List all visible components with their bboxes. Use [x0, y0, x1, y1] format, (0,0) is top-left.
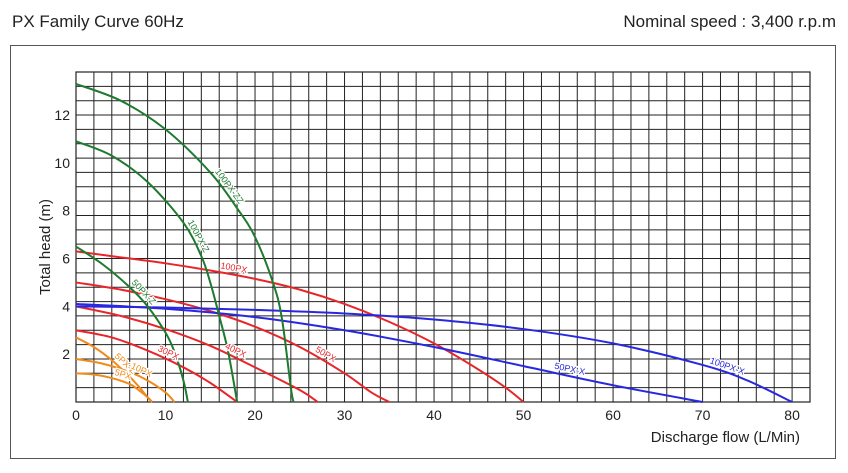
y-tick-label: 12: [54, 107, 70, 123]
x-tick-label: 60: [605, 407, 621, 423]
x-axis-label: Discharge flow (L/Min): [651, 429, 800, 446]
x-tick-label: 20: [247, 407, 263, 423]
curve-100px-x: [75, 305, 793, 403]
x-tick-label: 50: [516, 407, 532, 423]
y-tick-label: 10: [54, 155, 70, 171]
chart-title: PX Family Curve 60Hz: [12, 12, 184, 31]
curve-10px: [75, 357, 176, 403]
x-tick-label: 0: [72, 407, 80, 423]
x-tick-label: 10: [158, 407, 174, 423]
grid: [75, 71, 811, 403]
tick-labels: 0 10 20 30 40 50 60 70 80 2 4 6 8 10 12: [54, 107, 800, 423]
curves: [75, 83, 793, 403]
y-axis-label: Total head (m): [37, 199, 54, 295]
plot-area-border: [75, 71, 811, 403]
x-tick-label: 40: [426, 407, 442, 423]
y-tick-label: 2: [62, 346, 70, 362]
y-tick-label: 8: [62, 203, 70, 219]
y-tick-label: 6: [62, 251, 70, 267]
curve-100px-z: [75, 140, 239, 403]
curve-50px-z: [75, 245, 189, 403]
x-tick-label: 70: [695, 407, 711, 423]
y-tick-label: 4: [62, 298, 70, 314]
chart-frame: [10, 45, 836, 459]
curve-100px: [75, 250, 525, 403]
nominal-speed-label: Nominal speed : 3,400 r.p.m: [623, 12, 836, 31]
curve-30px: [75, 329, 238, 403]
x-tick-label: 30: [337, 407, 353, 423]
curve-5px-z: [75, 336, 153, 403]
curve-40px: [75, 305, 319, 403]
curve-50px-x: [75, 302, 703, 403]
x-tick-label: 80: [784, 407, 800, 423]
curve-100px-zz: [75, 83, 295, 403]
